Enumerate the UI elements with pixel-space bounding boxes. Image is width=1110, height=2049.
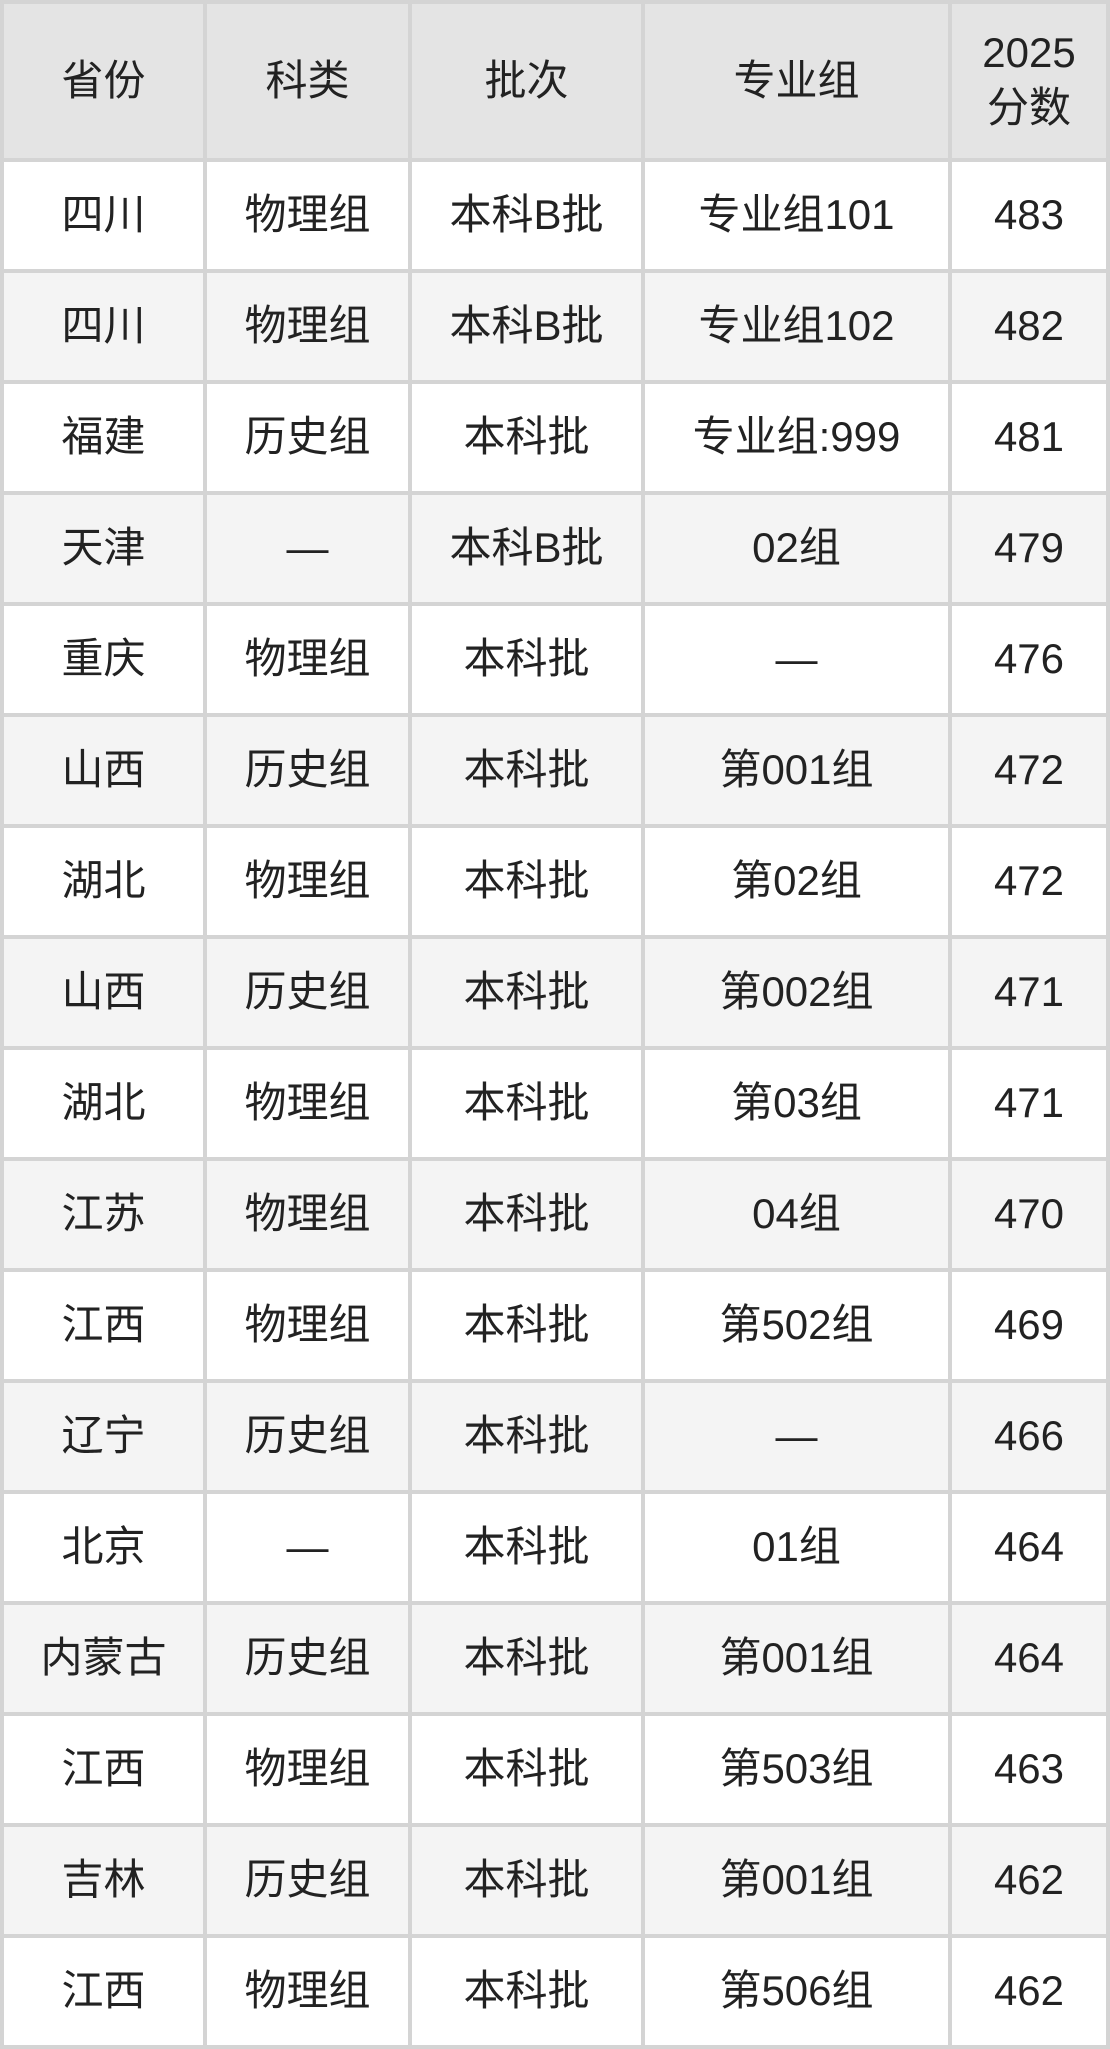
cell-group: 第002组: [645, 939, 948, 1046]
cell-category: 历史组: [207, 1383, 408, 1490]
cell-category: 历史组: [207, 717, 408, 824]
cell-category: 物理组: [207, 273, 408, 380]
cell-group: 第503组: [645, 1716, 948, 1823]
cell-province: 江苏: [4, 1161, 203, 1268]
cell-category: 物理组: [207, 828, 408, 935]
cell-score: 471: [952, 1050, 1106, 1157]
cell-batch: 本科批: [412, 1938, 641, 2045]
cell-category: 物理组: [207, 1161, 408, 1268]
cell-province: 辽宁: [4, 1383, 203, 1490]
cell-category: 物理组: [207, 606, 408, 713]
cell-group: 04组: [645, 1161, 948, 1268]
cell-group: 第001组: [645, 1827, 948, 1934]
cell-batch: 本科B批: [412, 273, 641, 380]
cell-score: 472: [952, 717, 1106, 824]
cell-batch: 本科批: [412, 1272, 641, 1379]
cell-batch: 本科批: [412, 717, 641, 824]
cell-province: 山西: [4, 717, 203, 824]
cell-category: 历史组: [207, 939, 408, 1046]
cell-category: 历史组: [207, 384, 408, 491]
cell-score: 464: [952, 1605, 1106, 1712]
cell-score: 464: [952, 1494, 1106, 1601]
cell-group: 专业组102: [645, 273, 948, 380]
cell-score: 463: [952, 1716, 1106, 1823]
cell-category: —: [207, 495, 408, 602]
cell-batch: 本科批: [412, 384, 641, 491]
cell-batch: 本科批: [412, 1605, 641, 1712]
cell-category: —: [207, 1494, 408, 1601]
cell-province: 内蒙古: [4, 1605, 203, 1712]
cell-category: 物理组: [207, 162, 408, 269]
cell-score: 482: [952, 273, 1106, 380]
cell-group: 第001组: [645, 717, 948, 824]
cell-group: 02组: [645, 495, 948, 602]
column-header-score: 2025 分数: [952, 4, 1106, 158]
cell-batch: 本科批: [412, 606, 641, 713]
column-header-batch: 批次: [412, 4, 641, 158]
column-header-group: 专业组: [645, 4, 948, 158]
cell-group: 第506组: [645, 1938, 948, 2045]
cell-province: 四川: [4, 162, 203, 269]
cell-score: 462: [952, 1827, 1106, 1934]
cell-category: 物理组: [207, 1938, 408, 2045]
cell-category: 物理组: [207, 1716, 408, 1823]
cell-batch: 本科批: [412, 1050, 641, 1157]
cell-score: 481: [952, 384, 1106, 491]
cell-batch: 本科B批: [412, 162, 641, 269]
cell-province: 福建: [4, 384, 203, 491]
cell-province: 山西: [4, 939, 203, 1046]
cell-score: 483: [952, 162, 1106, 269]
column-header-province: 省份: [4, 4, 203, 158]
cell-group: 第001组: [645, 1605, 948, 1712]
cell-batch: 本科批: [412, 1716, 641, 1823]
cell-province: 重庆: [4, 606, 203, 713]
cell-score: 471: [952, 939, 1106, 1046]
column-header-category: 科类: [207, 4, 408, 158]
cell-province: 吉林: [4, 1827, 203, 1934]
cell-batch: 本科B批: [412, 495, 641, 602]
cell-score: 476: [952, 606, 1106, 713]
cell-group: 第02组: [645, 828, 948, 935]
cell-province: 江西: [4, 1716, 203, 1823]
cell-group: 01组: [645, 1494, 948, 1601]
cell-score: 479: [952, 495, 1106, 602]
cell-group: 第502组: [645, 1272, 948, 1379]
cell-group: —: [645, 606, 948, 713]
cell-province: 四川: [4, 273, 203, 380]
cell-province: 天津: [4, 495, 203, 602]
cell-province: 江西: [4, 1272, 203, 1379]
cell-score: 469: [952, 1272, 1106, 1379]
cell-group: 专业组:999: [645, 384, 948, 491]
cell-batch: 本科批: [412, 1827, 641, 1934]
cell-category: 历史组: [207, 1605, 408, 1712]
cell-batch: 本科批: [412, 1383, 641, 1490]
cell-batch: 本科批: [412, 939, 641, 1046]
cell-group: 第03组: [645, 1050, 948, 1157]
cell-batch: 本科批: [412, 828, 641, 935]
cell-batch: 本科批: [412, 1161, 641, 1268]
cell-group: —: [645, 1383, 948, 1490]
cell-score: 462: [952, 1938, 1106, 2045]
cell-score: 466: [952, 1383, 1106, 1490]
cell-category: 历史组: [207, 1827, 408, 1934]
cell-province: 湖北: [4, 1050, 203, 1157]
cell-province: 湖北: [4, 828, 203, 935]
cell-category: 物理组: [207, 1272, 408, 1379]
cell-province: 江西: [4, 1938, 203, 2045]
cell-category: 物理组: [207, 1050, 408, 1157]
cell-group: 专业组101: [645, 162, 948, 269]
cell-batch: 本科批: [412, 1494, 641, 1601]
cell-score: 470: [952, 1161, 1106, 1268]
cell-score: 472: [952, 828, 1106, 935]
cell-province: 北京: [4, 1494, 203, 1601]
